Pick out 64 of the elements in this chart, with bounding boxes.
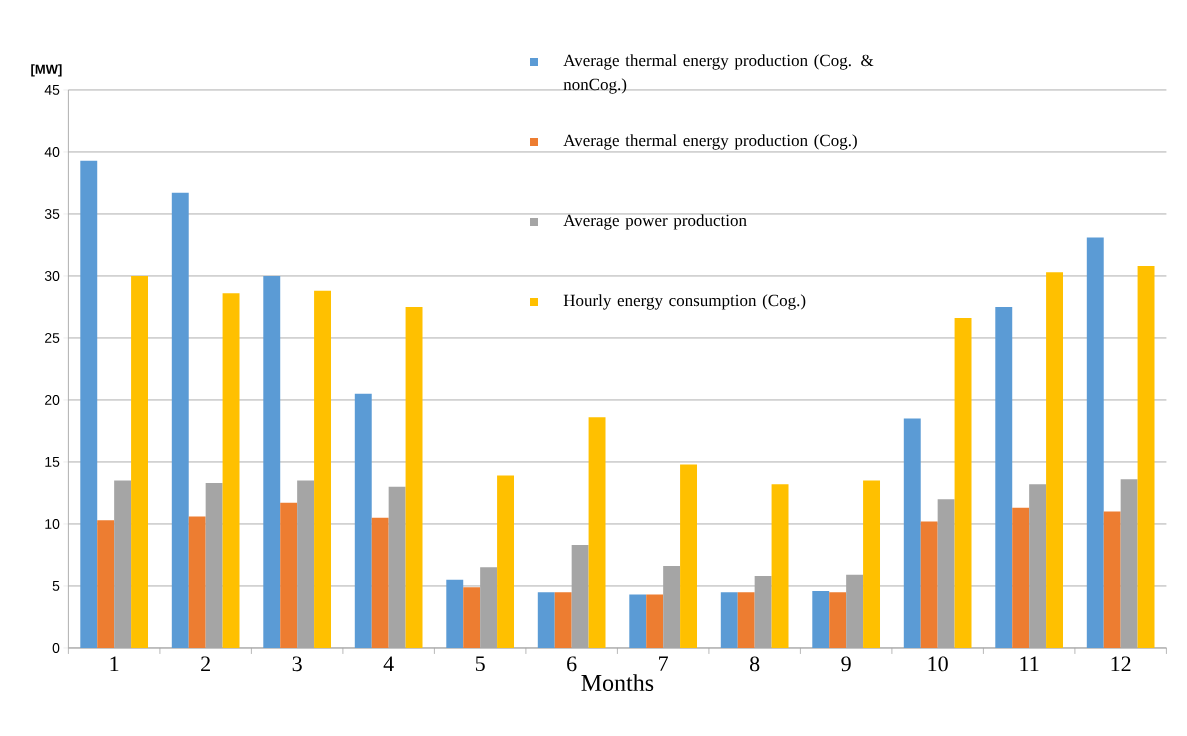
y-tick-label: 20	[45, 394, 60, 405]
y-tick-label: 40	[44, 146, 60, 157]
x-tick-label: 10	[928, 656, 948, 672]
bar	[354, 393, 372, 648]
bar	[280, 502, 298, 648]
legend-label: Hourly energy consumption (Cog.)	[563, 294, 806, 310]
bar	[314, 290, 332, 648]
bar	[1046, 272, 1064, 648]
bar	[771, 484, 789, 648]
x-tick-label: 12	[1111, 656, 1131, 672]
bar	[920, 521, 938, 648]
bar	[995, 306, 1013, 648]
bar	[537, 592, 555, 648]
y-tick-label: 10	[45, 518, 60, 529]
bar	[812, 590, 830, 648]
x-tick-label: 2	[201, 656, 210, 672]
bar	[554, 592, 572, 648]
bar	[737, 592, 755, 648]
y-axis-title: [MW]	[31, 64, 62, 77]
bar	[188, 516, 206, 648]
bar	[405, 306, 423, 648]
x-axis-title: Months	[581, 674, 654, 692]
bar	[446, 579, 464, 648]
bar	[1137, 266, 1155, 648]
bar	[720, 592, 738, 648]
bar	[263, 275, 281, 648]
bar	[680, 464, 698, 648]
bar	[131, 275, 149, 648]
bar	[954, 318, 972, 648]
x-tick-label: 4	[383, 656, 394, 671]
legend-label: Average thermal energy production (Cog.)	[563, 134, 857, 150]
x-tick-label: 7	[659, 656, 669, 671]
y-tick-label: 5	[52, 581, 60, 591]
y-tick-label: 0	[52, 642, 60, 653]
bar	[222, 293, 240, 648]
bar	[1103, 511, 1121, 648]
x-tick-label: 11	[1020, 656, 1039, 671]
y-tick-label: 15	[45, 457, 60, 467]
y-tick-label: 25	[45, 332, 60, 343]
x-tick-label: 6	[567, 656, 577, 672]
y-tick-label: 35	[44, 208, 60, 219]
bar	[80, 160, 98, 648]
legend-label: Average thermal energy production (Cog. & nonCog.)	[563, 54, 874, 94]
bar	[863, 480, 881, 648]
bar	[1012, 507, 1030, 648]
bar	[903, 418, 921, 648]
bar	[463, 587, 481, 648]
x-tick-label: 3	[292, 656, 302, 672]
bar	[371, 517, 389, 648]
legend-label: Average power production	[563, 214, 747, 230]
bar	[629, 594, 647, 648]
bar	[497, 475, 515, 648]
y-tick-label: 30	[44, 270, 60, 281]
bar	[97, 520, 115, 648]
bar	[829, 592, 847, 648]
x-tick-label: 5	[475, 656, 485, 672]
x-tick-label: 1	[110, 656, 119, 671]
x-tick-label: 9	[841, 656, 851, 672]
bar	[171, 192, 189, 648]
bar	[1086, 237, 1104, 648]
bar	[646, 594, 664, 648]
y-tick-label: 45	[44, 85, 60, 95]
x-tick-label: 8	[750, 656, 760, 672]
bar	[588, 417, 606, 648]
